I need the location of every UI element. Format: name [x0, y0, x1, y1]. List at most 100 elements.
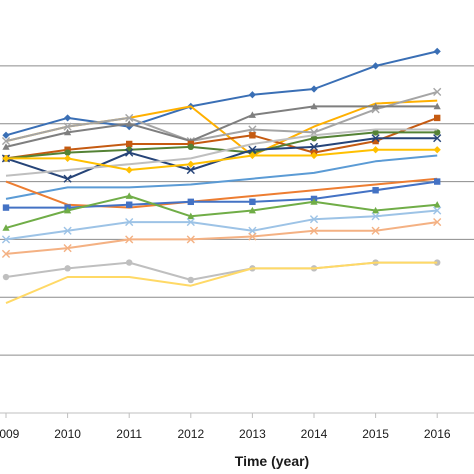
series-3-point-2016	[433, 87, 442, 96]
x-tick-label-2016: 2016	[424, 427, 451, 441]
series-6-point-2015	[372, 129, 379, 136]
series-13-point-2009	[2, 224, 10, 231]
series-4-point-2010	[64, 128, 72, 136]
series-6-point-2016	[434, 129, 441, 136]
series-8	[5, 128, 438, 177]
series-13-point-2013	[248, 206, 256, 214]
series-1-point-2016	[433, 47, 441, 55]
series-14-point-2010	[63, 226, 72, 235]
series-9-point-2010	[64, 154, 72, 163]
x-tick-label-2012: 2012	[177, 427, 204, 441]
series-16-point-2011	[126, 259, 133, 266]
series-14-line	[5, 209, 438, 241]
x-tick-label-2015: 2015	[362, 427, 389, 441]
gridlines	[0, 65, 474, 356]
series-13	[2, 192, 441, 231]
x-tick-label-2009: 2009	[0, 427, 20, 441]
series-14-point-2009	[1, 235, 11, 244]
series-16-point-2009	[2, 273, 10, 281]
series-7-point-2014	[309, 142, 319, 151]
series-16-point-2012	[187, 276, 194, 284]
series-12-point-2016	[434, 178, 441, 185]
series-16-point-2010	[64, 265, 71, 272]
series-9	[2, 146, 441, 174]
series-4-point-2011	[125, 120, 133, 127]
series-4-point-2015	[372, 102, 380, 110]
series-4	[2, 102, 441, 150]
series-7-point-2012	[186, 165, 195, 175]
series-14	[1, 206, 442, 244]
series-15-point-2014	[309, 226, 319, 235]
series-13-line	[5, 195, 438, 229]
series-5-line	[5, 116, 438, 160]
series-7-point-2011	[125, 148, 134, 157]
series-7-point-2016	[433, 134, 442, 143]
series-1-line	[5, 50, 438, 137]
x-axis-ticks: 2009 2010 2011 2012 2013 2014 2015 2016	[0, 413, 451, 441]
series-7-point-2015	[371, 134, 380, 143]
series-7-point-2010	[63, 174, 72, 183]
series-1-point-2013	[248, 91, 256, 99]
series-3-point-2009	[1, 136, 11, 146]
series-15	[1, 217, 442, 258]
series-10-line	[5, 154, 438, 200]
series-6-point-2014	[310, 134, 318, 142]
series-3-point-2010	[63, 122, 72, 131]
series-4-point-2016	[433, 102, 441, 110]
series-6	[2, 129, 441, 162]
series-4-point-2013	[248, 111, 256, 118]
series-8-line	[5, 128, 438, 177]
x-tick-label-2013: 2013	[239, 427, 266, 441]
series-12-point-2012	[187, 198, 194, 206]
series-9-point-2009	[2, 154, 10, 163]
series-15-point-2013	[248, 232, 257, 241]
series-13-point-2011	[125, 192, 133, 199]
x-axis-title: Time (year)	[235, 453, 309, 469]
series-6-point-2010	[64, 149, 71, 156]
series-10	[5, 154, 438, 200]
series-9-point-2012	[187, 160, 195, 168]
x-tick-label-2014: 2014	[301, 427, 328, 441]
series-1-point-2009	[2, 131, 10, 139]
series-15-line	[5, 221, 438, 255]
series-9-point-2016	[433, 146, 441, 154]
series-3-line	[5, 90, 438, 143]
series-15-point-2012	[186, 235, 195, 244]
series-15-point-2010	[63, 244, 72, 253]
series-4-point-2009	[2, 143, 10, 150]
series-9-line	[6, 148, 438, 171]
series-9-point-2011	[125, 166, 133, 174]
x-tick-label-2011: 2011	[116, 427, 142, 441]
series-13-point-2015	[372, 206, 380, 214]
series-7-point-2013	[248, 145, 257, 154]
series-6-point-2012	[187, 143, 194, 151]
series-4-line	[5, 105, 438, 148]
series-14-point-2014	[309, 215, 319, 224]
series-1-point-2015	[372, 62, 380, 70]
series-12-point-2015	[372, 187, 379, 194]
series-14-point-2012	[186, 217, 195, 227]
series-17-line	[5, 261, 438, 305]
x-tick-label-2010: 2010	[54, 427, 81, 441]
series-4-point-2014	[310, 102, 318, 110]
series-13-point-2014	[310, 198, 318, 205]
series-5-point-2011	[126, 140, 133, 148]
series-12-point-2011	[126, 201, 133, 208]
series-17	[5, 261, 438, 305]
series-group	[1, 47, 442, 305]
series-5-point-2015	[372, 137, 379, 145]
series-11	[5, 177, 438, 209]
series-15-point-2011	[125, 235, 134, 244]
series-11-line	[5, 177, 438, 209]
series-14-point-2015	[371, 212, 380, 221]
series-13-point-2010	[64, 206, 72, 214]
series-15-point-2015	[371, 226, 380, 235]
series-13-point-2016	[433, 201, 441, 208]
series-5-point-2013	[249, 132, 256, 139]
series-1-point-2010	[64, 114, 72, 122]
series-1-point-2014	[310, 85, 318, 93]
series-15-point-2009	[1, 249, 11, 258]
series-6-line	[5, 131, 438, 160]
series-15-point-2016	[433, 217, 442, 227]
